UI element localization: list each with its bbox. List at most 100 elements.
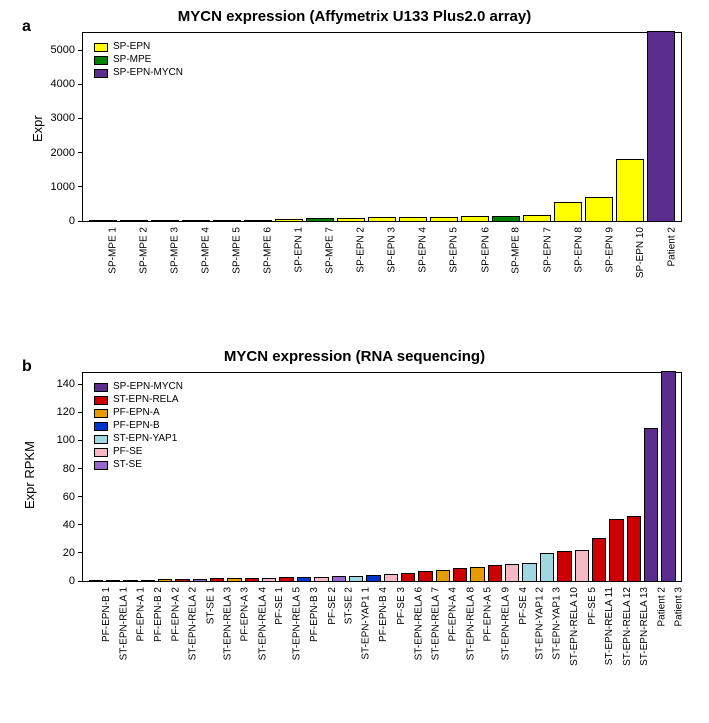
y-tick-label: 2000 <box>51 147 75 159</box>
panel-a: a MYCN expression (Affymetrix U133 Plus2… <box>0 0 709 340</box>
bar <box>332 576 346 581</box>
legend-label: PF-EPN-A <box>113 407 160 419</box>
panel-a-title: MYCN expression (Affymetrix U133 Plus2.0… <box>0 8 709 25</box>
bar <box>644 428 658 581</box>
legend-swatch <box>94 396 108 405</box>
y-tick-label: 0 <box>69 215 75 227</box>
bar <box>120 220 148 221</box>
legend-label: SP-MPE <box>113 54 151 66</box>
legend-item: SP-EPN-MYCN <box>94 381 183 393</box>
bar <box>461 216 489 221</box>
bar <box>488 565 502 581</box>
legend-swatch <box>94 56 108 65</box>
legend-label: PF-SE <box>113 446 142 458</box>
bar <box>523 215 551 221</box>
bar <box>337 218 365 221</box>
legend-item: PF-EPN-A <box>94 407 183 419</box>
panel-a-legend: SP-EPNSP-MPESP-EPN-MYCN <box>88 36 189 84</box>
bar <box>505 564 519 581</box>
y-tick-label: 140 <box>57 378 75 390</box>
bar <box>182 220 210 221</box>
legend-swatch <box>94 448 108 457</box>
y-tick-label: 20 <box>63 547 75 559</box>
legend-label: ST-SE <box>113 459 142 471</box>
bar <box>627 516 641 581</box>
bar <box>430 217 458 221</box>
legend-swatch <box>94 69 108 78</box>
bar <box>575 550 589 581</box>
bar <box>175 579 189 581</box>
bar <box>418 571 432 581</box>
bar <box>522 563 536 581</box>
bar <box>661 371 675 581</box>
bar <box>227 578 241 581</box>
bar <box>557 551 571 581</box>
y-tick-label: 80 <box>63 463 75 475</box>
y-tick-label: 0 <box>69 575 75 587</box>
legend-item: ST-SE <box>94 459 183 471</box>
bar <box>244 220 272 221</box>
y-tick-label: 1000 <box>51 181 75 193</box>
bar <box>193 579 207 581</box>
bar <box>453 568 467 581</box>
panel-b-legend: SP-EPN-MYCNST-EPN-RELAPF-EPN-APF-EPN-BST… <box>88 376 189 476</box>
panel-b: b MYCN expression (RNA sequencing) 02040… <box>0 340 709 723</box>
panel-a-ylabel: Expr <box>30 115 45 142</box>
bar <box>158 579 172 581</box>
bar <box>210 578 224 581</box>
bar <box>213 220 241 221</box>
y-tick-label: 40 <box>63 519 75 531</box>
legend-item: PF-EPN-B <box>94 420 183 432</box>
y-tick-label: 120 <box>57 406 75 418</box>
bar <box>262 578 276 581</box>
legend-swatch <box>94 383 108 392</box>
bar <box>554 202 582 221</box>
figure: a MYCN expression (Affymetrix U133 Plus2… <box>0 0 709 723</box>
legend-label: ST-EPN-YAP1 <box>113 433 177 445</box>
legend-item: SP-EPN <box>94 41 183 53</box>
bar <box>470 567 484 581</box>
y-tick-label: 60 <box>63 491 75 503</box>
y-tick-label: 100 <box>57 434 75 446</box>
legend-swatch <box>94 461 108 470</box>
bar <box>647 31 675 221</box>
legend-swatch <box>94 43 108 52</box>
bar <box>297 577 311 581</box>
bar <box>106 580 120 581</box>
y-tick-label: 5000 <box>51 44 75 56</box>
bar <box>368 217 396 221</box>
legend-label: ST-EPN-RELA <box>113 394 179 406</box>
bar <box>245 578 259 581</box>
bar <box>141 580 155 581</box>
legend-item: SP-MPE <box>94 54 183 66</box>
legend-label: SP-EPN <box>113 41 150 53</box>
bar <box>349 576 363 581</box>
bar <box>384 574 398 581</box>
bar <box>616 159 644 221</box>
bar <box>399 217 427 221</box>
legend-label: SP-EPN-MYCN <box>113 381 183 393</box>
legend-item: ST-EPN-YAP1 <box>94 433 183 445</box>
bar <box>492 216 520 221</box>
panel-b-yticks: 020406080100120140 <box>33 373 83 581</box>
bar <box>609 519 623 581</box>
bar <box>89 580 103 581</box>
bar <box>585 197 613 221</box>
bar <box>540 553 554 581</box>
bar <box>306 218 334 221</box>
bar <box>151 220 179 221</box>
bar <box>401 573 415 582</box>
legend-label: SP-EPN-MYCN <box>113 67 183 79</box>
bar <box>592 538 606 581</box>
bar <box>275 219 303 221</box>
bar <box>366 575 380 581</box>
bar <box>123 580 137 581</box>
legend-item: SP-EPN-MYCN <box>94 67 183 79</box>
bar <box>279 577 293 581</box>
panel-b-ylabel: Expr RPKM <box>22 441 37 509</box>
bar <box>314 577 328 581</box>
y-tick-label: 4000 <box>51 78 75 90</box>
legend-label: PF-EPN-B <box>113 420 160 432</box>
legend-swatch <box>94 435 108 444</box>
bar <box>436 570 450 581</box>
